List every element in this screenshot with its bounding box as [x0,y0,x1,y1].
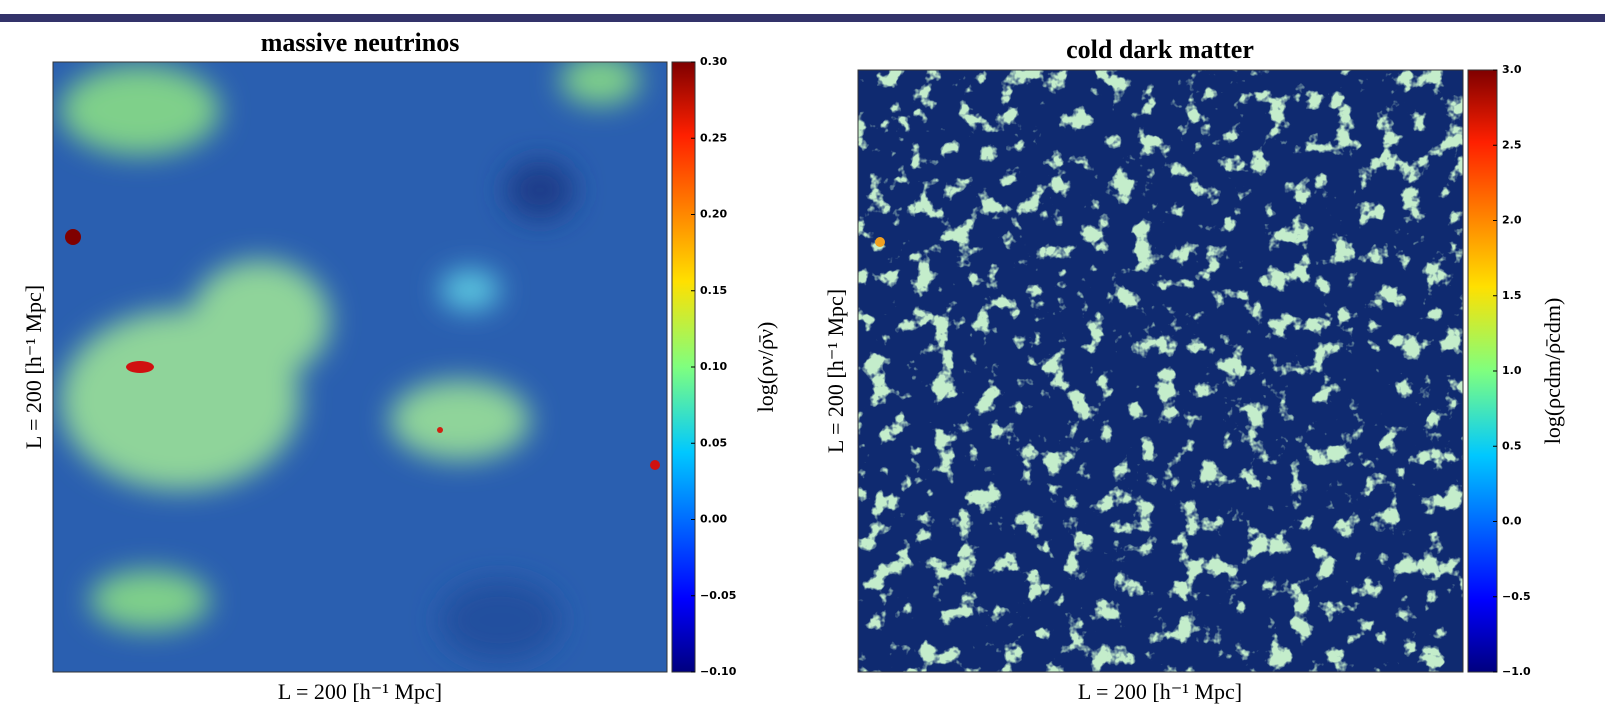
colorbar-tick-label: 1.5 [1502,289,1522,302]
colorbar-tick-label: 2.5 [1502,138,1522,151]
colorbar-tick-label: −0.05 [700,589,736,602]
cdm-map [858,70,1463,672]
panel-title: massive neutrinos [261,28,460,57]
page: {"figure": {"panels": [ {"title": "massi… [0,0,1605,718]
colorbar-tick-label: 0.30 [700,55,727,68]
colorbar-tick-label: 3.0 [1502,63,1522,76]
colorbar-tick-label: 0.0 [1502,515,1522,528]
colorbar-tick-label: 0.15 [700,284,727,297]
x-axis-label: L = 200 [h⁻¹ Mpc] [1078,679,1242,704]
colorbar-tick-label: 0.5 [1502,439,1522,452]
colorbar-tick-label: −1.0 [1502,665,1531,678]
figure: massive neutrinos cold dark matter L = 2… [0,0,1605,718]
panel-title: cold dark matter [1066,35,1254,64]
colorbar [1468,70,1497,672]
colorbar-label: log(ρν/ρ̄ν) [753,322,778,413]
y-axis-label: L = 200 [h⁻¹ Mpc] [823,289,848,453]
x-axis-label: L = 200 [h⁻¹ Mpc] [278,679,442,704]
colorbar-tick-label: −0.10 [700,665,737,678]
colorbar-label: log(ρcdm/ρ̄cdm) [1540,298,1565,445]
colorbar-tick-label: −0.5 [1502,590,1531,603]
y-axis-label: L = 200 [h⁻¹ Mpc] [21,285,46,449]
colorbar-tick-label: 0.10 [700,360,727,373]
neutrino-map [53,55,667,672]
top-bar [0,14,1605,22]
colorbar-tick-label: 2.0 [1502,214,1522,227]
colorbar-tick-label: 1.0 [1502,364,1522,377]
colorbar-tick-label: 0.20 [700,208,727,221]
colorbar-tick-label: 0.25 [700,131,727,144]
colorbar-tick-label: 0.05 [700,436,727,449]
colorbar-tick-label: 0.00 [700,513,727,526]
